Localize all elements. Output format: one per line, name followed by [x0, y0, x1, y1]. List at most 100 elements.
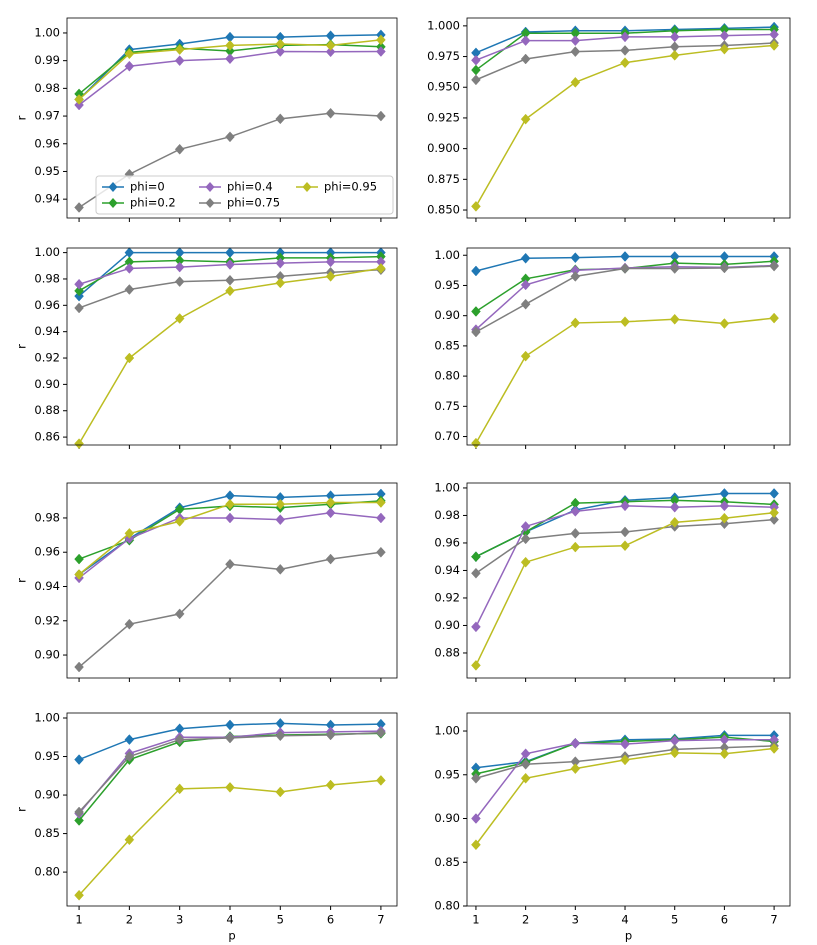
- y-tick-label: 0.90: [34, 648, 60, 662]
- marker: [275, 786, 286, 798]
- y-tick-label: 0.75: [434, 399, 460, 413]
- legend-box: [95, 175, 394, 215]
- legend: phi=0 phi=0.2 phi=0.4 phi=0.75 phi=0.95: [95, 175, 394, 215]
- marker: [620, 57, 630, 69]
- marker: [719, 318, 730, 329]
- y-tick-label: 0.97: [34, 109, 60, 123]
- marker: [124, 734, 135, 745]
- subplot: 0.86 0.88 0.90 0.92 0.94 0.96 0.98 1.00 r: [15, 245, 398, 450]
- marker: [275, 718, 286, 729]
- marker: [471, 64, 481, 76]
- marker: [124, 528, 135, 539]
- marker: [225, 53, 235, 65]
- marker: [275, 277, 286, 289]
- marker: [769, 514, 779, 525]
- marker: [520, 53, 531, 65]
- marker: [520, 113, 531, 125]
- marker: [520, 350, 531, 362]
- axes-frame: [466, 17, 791, 219]
- x-tick-label: 3: [572, 913, 579, 927]
- marker: [471, 74, 481, 86]
- marker: [275, 38, 286, 50]
- series-line: [475, 317, 775, 444]
- marker: [520, 556, 531, 568]
- marker: [275, 730, 286, 742]
- marker: [325, 507, 336, 519]
- marker: [719, 30, 730, 42]
- y-tick-label: 0.85: [34, 826, 60, 840]
- marker: [520, 758, 531, 770]
- marker: [471, 551, 481, 563]
- marker: [174, 783, 185, 795]
- marker: [719, 748, 730, 760]
- marker: [225, 558, 235, 570]
- subplot: 0.88 0.90 0.92 0.94 0.96 0.98 1.00: [434, 480, 791, 682]
- y-tick-label: 0.98: [434, 508, 460, 522]
- y-tick-label: 0.85: [434, 855, 460, 869]
- x-tick-label: 4: [226, 913, 233, 927]
- y-tick-label: 0.86: [34, 430, 60, 444]
- y-tick-label: 0.850: [427, 203, 460, 217]
- marker: [74, 438, 84, 450]
- marker: [769, 260, 779, 272]
- series-line: [78, 730, 381, 815]
- marker: [74, 754, 84, 765]
- marker: [225, 274, 235, 286]
- marker: [570, 35, 581, 46]
- marker: [325, 46, 336, 58]
- marker: [471, 326, 481, 338]
- marker: [570, 76, 581, 88]
- y-tick-label: 1.00: [434, 480, 460, 494]
- marker: [471, 839, 481, 851]
- marker: [769, 40, 779, 51]
- series-line: [78, 779, 381, 896]
- marker: [174, 261, 185, 273]
- y-tick-label: 0.96: [34, 136, 60, 150]
- legend-label: phi=0.95: [324, 180, 377, 194]
- y-tick-label: 0.95: [34, 749, 60, 763]
- marker: [124, 751, 135, 762]
- marker: [275, 113, 286, 125]
- marker: [124, 618, 135, 630]
- marker: [225, 40, 235, 51]
- marker: [669, 313, 680, 325]
- axes-frame: [66, 482, 398, 679]
- marker: [669, 516, 680, 528]
- marker: [471, 54, 481, 66]
- y-axis-label: r: [15, 344, 29, 349]
- y-tick-label: 0.925: [427, 110, 460, 124]
- y-tick-label: 0.94: [434, 563, 460, 577]
- marker: [74, 815, 84, 826]
- subplot: 0.80 0.85 0.90 0.95 1.00 1 2 3 4 5 6 7 p: [434, 712, 791, 943]
- marker: [74, 302, 84, 314]
- subplot: 0.94 0.95 0.96 0.97 0.98 0.99 1.00 r phi=0 phi=0.…: [15, 17, 398, 222]
- marker: [570, 541, 581, 553]
- y-tick-label: 0.90: [434, 811, 460, 825]
- y-tick-label: 0.900: [427, 141, 460, 155]
- marker: [275, 514, 286, 526]
- y-tick-label: 0.80: [434, 899, 460, 913]
- y-tick-label: 0.96: [434, 535, 460, 549]
- marker: [325, 270, 336, 282]
- x-tick-label: 3: [176, 913, 183, 927]
- y-axis-label: r: [15, 578, 29, 583]
- marker: [74, 806, 84, 818]
- marker: [471, 306, 481, 317]
- legend-marker: [205, 198, 215, 208]
- marker: [174, 44, 185, 55]
- y-tick-label: 0.92: [34, 613, 60, 627]
- marker: [225, 131, 235, 143]
- marker: [225, 498, 235, 510]
- marker: [225, 512, 235, 524]
- y-tick-label: 0.98: [34, 81, 60, 95]
- axes-frame: [466, 247, 791, 446]
- y-tick-label: 0.90: [434, 618, 460, 632]
- y-tick-label: 1.00: [34, 25, 60, 39]
- legend-label: phi=0.2: [130, 196, 176, 210]
- marker: [174, 276, 185, 287]
- marker: [620, 500, 630, 512]
- y-tick-label: 0.98: [34, 271, 60, 285]
- axes-frame: [66, 17, 398, 219]
- y-tick-label: 0.70: [434, 429, 460, 443]
- legend-label: phi=0.75: [227, 196, 280, 210]
